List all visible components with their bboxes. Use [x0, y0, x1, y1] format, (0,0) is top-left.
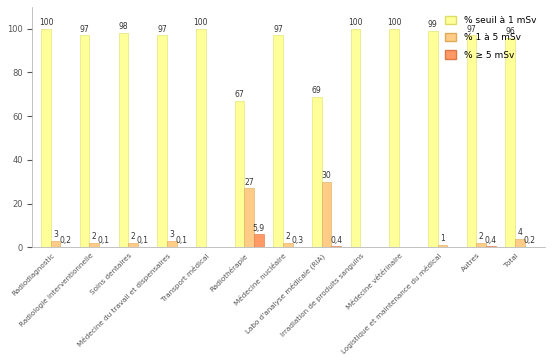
Bar	[428, 31, 438, 247]
Bar	[89, 243, 99, 247]
Text: 0,3: 0,3	[291, 236, 304, 245]
Text: 100: 100	[348, 18, 363, 27]
Text: 0,2: 0,2	[524, 236, 535, 245]
Bar	[244, 188, 254, 247]
Text: 3: 3	[169, 230, 174, 239]
Text: 0,2: 0,2	[59, 236, 71, 245]
Text: 30: 30	[322, 171, 331, 180]
Bar	[157, 35, 167, 247]
Bar	[273, 35, 283, 247]
Bar	[476, 243, 486, 247]
Bar	[438, 245, 447, 247]
Bar	[196, 29, 205, 247]
Bar	[322, 182, 331, 247]
Text: 0,1: 0,1	[137, 236, 148, 245]
Bar	[351, 29, 360, 247]
Text: 100: 100	[39, 18, 53, 27]
Text: 27: 27	[245, 178, 254, 186]
Text: 67: 67	[235, 90, 245, 99]
Text: 97: 97	[80, 25, 89, 34]
Text: 5,9: 5,9	[253, 224, 265, 233]
Text: 1: 1	[440, 234, 445, 243]
Bar	[80, 35, 89, 247]
Legend: % seuil à 1 mSv, % 1 à 5 mSv, % ≥ 5 mSv: % seuil à 1 mSv, % 1 à 5 mSv, % ≥ 5 mSv	[441, 12, 540, 64]
Text: 100: 100	[193, 18, 208, 27]
Bar	[167, 241, 177, 247]
Text: 98: 98	[119, 22, 128, 31]
Bar	[466, 35, 476, 247]
Bar	[119, 33, 128, 247]
Text: 97: 97	[466, 25, 476, 34]
Text: 99: 99	[428, 20, 438, 29]
Text: 100: 100	[387, 18, 401, 27]
Text: 0,4: 0,4	[330, 236, 342, 245]
Text: 4: 4	[517, 228, 522, 237]
Bar	[389, 29, 399, 247]
Text: 2: 2	[285, 232, 290, 241]
Text: 96: 96	[506, 27, 515, 36]
Bar	[41, 29, 51, 247]
Bar	[254, 235, 264, 247]
Text: 0,1: 0,1	[176, 236, 187, 245]
Bar	[515, 239, 525, 247]
Bar	[235, 101, 244, 247]
Text: 2: 2	[131, 232, 135, 241]
Text: 2: 2	[92, 232, 97, 241]
Bar	[283, 243, 293, 247]
Text: 3: 3	[53, 230, 58, 239]
Bar	[51, 241, 61, 247]
Bar	[312, 97, 322, 247]
Text: 97: 97	[157, 25, 167, 34]
Text: 2: 2	[479, 232, 484, 241]
Text: 69: 69	[312, 86, 322, 95]
Bar	[506, 38, 515, 247]
Text: 97: 97	[273, 25, 283, 34]
Text: 0,4: 0,4	[485, 236, 497, 245]
Text: 0,1: 0,1	[98, 236, 110, 245]
Bar	[128, 243, 138, 247]
